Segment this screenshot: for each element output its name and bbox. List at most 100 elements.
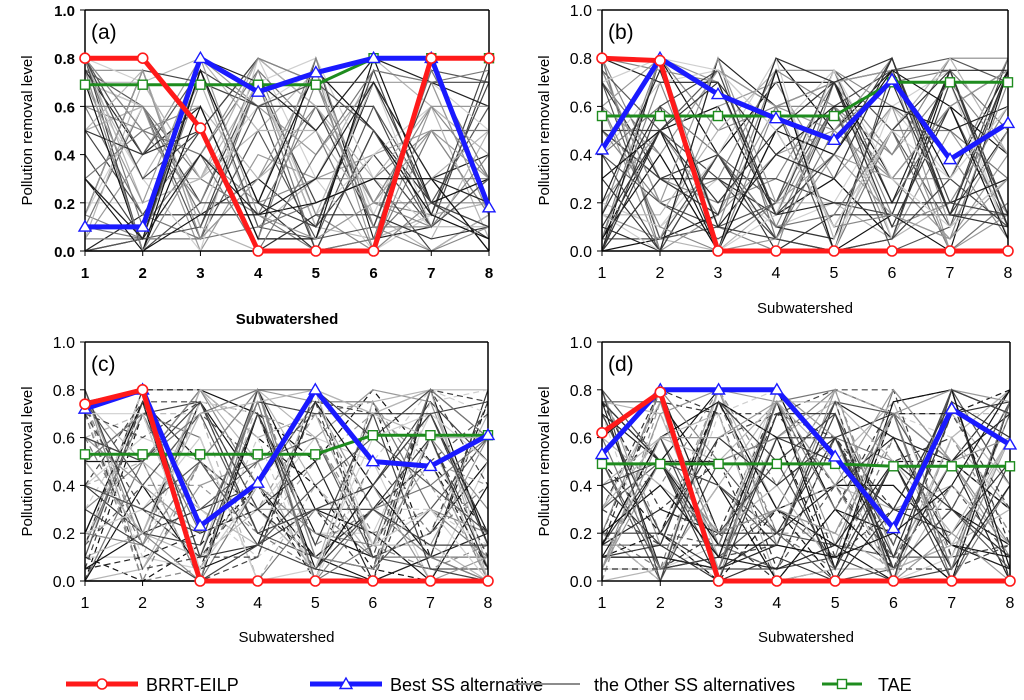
data-point-triangle [192,518,208,531]
other-alternative-line [602,401,1010,559]
other-alternative-line [602,389,1010,571]
data-point-square [771,458,783,470]
x-tick-label: 4 [772,595,781,612]
legend-marker-square [836,678,848,690]
panel-label: (c) [91,353,116,376]
y-tick-label: 0.6 [54,99,75,116]
other-alternative-line [85,437,488,570]
x-tick-label: 1 [598,595,607,612]
x-tick-label: 6 [889,595,898,612]
data-point-circle [1004,575,1016,587]
y-tick-label: 0.8 [54,51,75,68]
legend-label: Best SS alternative [390,675,543,695]
other-alternative-line [602,57,1008,229]
data-point-square [252,449,263,460]
other-alternative-line [602,57,1008,216]
data-point-circle [770,245,782,257]
series-line [599,55,1010,162]
data-point-triangle [886,521,901,534]
x-tick-label: 7 [946,265,955,282]
data-point-square [425,430,436,441]
other-alternative-line [602,58,1008,252]
data-point-circle [79,52,91,65]
data-point-circle [251,575,264,587]
series-line [601,55,1008,254]
legend: BRRT-EILP Best SS alternative the Other SS… [66,675,912,695]
y-tick-label: 1.0 [570,3,592,20]
other-alternative-line [602,389,1010,558]
other-alternative-line [602,400,1010,582]
data-point-circle [482,575,494,587]
data-point-square [79,449,91,460]
data-point-circle [887,575,900,587]
data-point-circle [654,54,666,67]
data-point-triangle [423,458,438,472]
data-point-circle [136,383,149,396]
series-best-ss-alternative [77,382,496,531]
other-alternative-line [85,401,488,570]
data-point-circle [136,52,149,65]
data-point-square [712,110,724,122]
data-point-triangle [308,65,324,78]
legend-item: TAE [822,675,912,695]
y-tick-label: 0.6 [53,431,75,448]
data-point-triangle [480,427,496,441]
data-point-square [137,449,148,460]
panel-label-bg [604,346,640,378]
other-alternative-line [85,69,489,253]
x-tick-label: 2 [656,265,665,282]
x-axis-title: Subwatershed [758,629,854,646]
data-point-circle [367,575,379,587]
x-tick-label: 4 [254,265,263,282]
x-tick-label: 7 [426,595,435,612]
x-axis-title: Subwatershed [236,311,339,328]
data-point-circle [829,575,841,587]
other-ss-alternatives [602,56,1008,253]
data-point-circle [424,575,437,587]
other-alternative-line [85,388,488,582]
data-point-square [828,110,840,122]
data-point-triangle [1002,437,1018,450]
other-alternative-line [85,81,489,252]
data-point-circle [771,575,783,587]
other-alternative-line [85,389,488,546]
data-point-square [194,449,206,460]
chart-panel-a: 0.0 0.2 0.4 0.6 0.8 1.0 1 2 3 4 5 6 7 8 Subwatershed Po… [19,3,497,328]
data-point-triangle [250,84,266,97]
other-alternative-line [602,400,1010,583]
other-alternative-line [602,413,1010,583]
data-point-square [888,461,899,472]
chart-panel-c: 0.0 0.2 0.4 0.6 0.8 1.0 1 2 3 4 5 6 7 8 Subwatershed Po… [19,335,496,646]
y-tick-label: 1.0 [54,3,75,20]
y-tick-label: 1.0 [53,335,75,352]
data-point-square [1004,461,1016,472]
panel-label: (d) [608,353,634,376]
other-alternative-line [602,57,1008,241]
other-alternative-line [602,413,1010,570]
data-point-triangle [594,142,610,155]
series-line [85,55,492,230]
other-alternative-line [85,68,489,252]
y-axis-title: Pollution removal level [19,55,36,205]
other-alternative-line [602,401,1010,583]
panel-label-bg [87,14,123,46]
x-tick-label: 3 [714,265,723,282]
other-alternative-line [602,388,1010,546]
data-point-square [596,110,608,122]
other-alternative-line [85,56,489,240]
data-point-circle [252,245,264,257]
data-point-square [655,458,666,470]
series-line [85,55,489,254]
chart-panel-b: 0.0 0.2 0.4 0.6 0.8 1.0 1 2 3 4 5 6 7 8 Subwatershed Po… [536,3,1016,317]
other-alternative-line [602,401,1010,582]
other-alternative-line [85,399,488,583]
data-point-circle [596,427,608,439]
y-tick-label: 0.4 [570,148,592,165]
other-alternative-line [85,388,488,583]
data-point-circle [712,575,725,587]
data-point-circle [596,52,608,65]
x-tick-label: 5 [312,265,320,282]
other-alternative-line [85,129,489,252]
data-point-square [79,79,91,90]
